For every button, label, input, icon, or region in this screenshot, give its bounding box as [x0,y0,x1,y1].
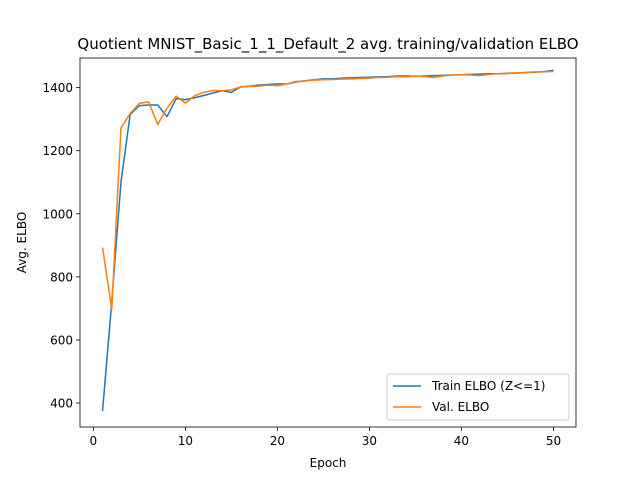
x-axis-label: Epoch [310,456,347,470]
series-layer [101,69,554,411]
x-tick-label: 40 [454,434,469,448]
x-tick-label: 10 [178,434,193,448]
x-tick-label: 0 [90,434,98,448]
chart-title: Quotient MNIST_Basic_1_1_Default_2 avg. … [77,35,578,54]
x-tick-label: 20 [270,434,285,448]
y-tick-label: 400 [50,397,73,411]
x-tick-label: 50 [546,434,561,448]
axes-frame [79,57,577,428]
legend: Train ELBO (Z<=1) Val. ELBO [386,373,570,421]
legend-label-val: Val. ELBO [432,400,489,414]
val-elbo-line [101,70,554,311]
x-axis: 0 10 20 30 40 50 [90,427,561,448]
plot-area [79,57,577,428]
y-tick-label: 1200 [42,144,73,158]
legend-label-train: Train ELBO (Z<=1) [431,379,545,393]
y-tick-label: 1400 [42,81,73,95]
y-axis: 400 600 800 1000 1200 1400 [42,81,80,411]
x-tick-label: 30 [362,434,377,448]
y-tick-label: 800 [50,270,73,284]
y-axis-label: Avg. ELBO [15,212,29,274]
y-tick-label: 600 [50,333,73,347]
legend-box [386,373,570,421]
train-elbo-line [101,69,554,411]
y-tick-label: 1000 [42,207,73,221]
